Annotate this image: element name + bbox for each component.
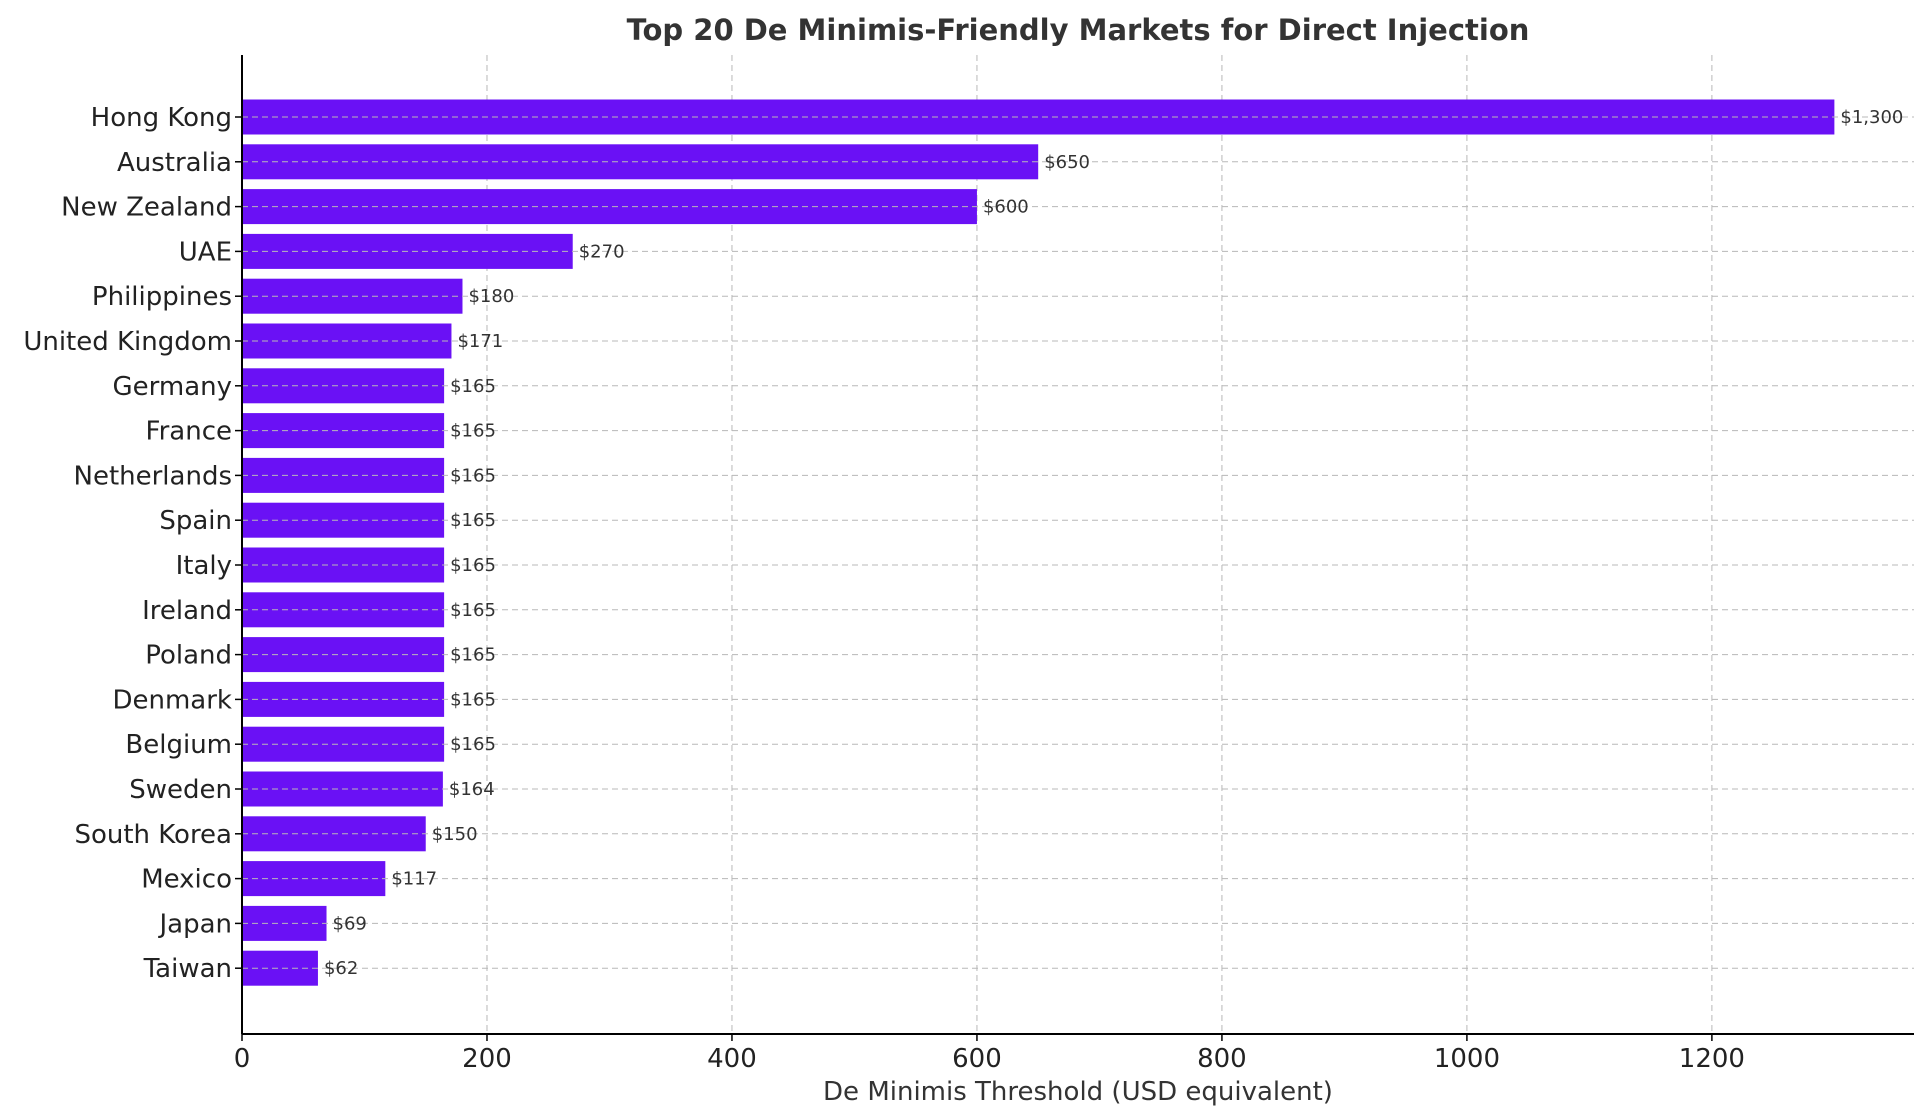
x-axis-ticks: 0 200 400 600 800 1000 1200 (234, 1034, 1745, 1074)
x-tick-label: 1000 (1434, 1044, 1500, 1074)
data-label: $117 (391, 869, 437, 890)
chart-title: Top 20 De Minimis-Friendly Markets for D… (627, 13, 1530, 47)
data-label: $1,300 (1840, 107, 1903, 128)
y-tick-label: UAE (179, 237, 232, 267)
data-label: $171 (457, 331, 503, 352)
data-label: $164 (449, 779, 495, 800)
data-label: $62 (324, 958, 358, 979)
bars (242, 99, 1835, 986)
x-tick-label: 800 (1197, 1044, 1247, 1074)
y-tick-label: Taiwan (143, 954, 232, 984)
y-tick-label: Belgium (125, 730, 232, 760)
data-label: $165 (450, 421, 496, 442)
data-label: $165 (450, 376, 496, 397)
y-tick-label: Spain (159, 506, 232, 536)
y-tick-label: Italy (176, 551, 232, 581)
bar-labels: $1,300 $650 $600 $270 $180 $171 $165 $165 $165 $1… (242, 107, 1914, 979)
y-tick-label: Germany (112, 372, 232, 402)
y-tick-label: Ireland (142, 596, 232, 626)
data-label: $165 (450, 510, 496, 531)
y-tick-label: Mexico (141, 865, 232, 895)
data-label: $180 (468, 286, 514, 307)
x-tick-label: 400 (707, 1044, 757, 1074)
y-axis-ticks: Hong Kong Australia New Zealand UAE Philippi… (23, 103, 242, 984)
data-label: $165 (450, 600, 496, 621)
y-tick-label: Hong Kong (91, 103, 232, 133)
data-label: $165 (450, 689, 496, 710)
x-tick-label: 1200 (1679, 1044, 1745, 1074)
data-label: $600 (983, 197, 1029, 218)
x-tick-label: 0 (234, 1044, 251, 1074)
y-tick-label: Poland (145, 641, 232, 671)
x-axis-label: De Minimis Threshold (USD equivalent) (823, 1077, 1333, 1107)
y-tick-label: South Korea (74, 820, 232, 850)
y-tick-label: Sweden (129, 775, 232, 805)
data-label: $150 (432, 824, 478, 845)
y-tick-label: Japan (157, 909, 232, 939)
data-label: $270 (579, 241, 625, 262)
data-label: $165 (450, 734, 496, 755)
y-tick-label: France (146, 417, 232, 447)
y-tick-label: Australia (117, 148, 232, 178)
y-tick-label: Philippines (92, 282, 232, 312)
x-tick-label: 600 (952, 1044, 1002, 1074)
y-tick-label: Denmark (112, 685, 232, 715)
bar (242, 144, 1039, 180)
x-tick-label: 200 (462, 1044, 512, 1074)
y-tick-label: New Zealand (61, 193, 232, 223)
data-label: $165 (450, 465, 496, 486)
data-label: $165 (450, 555, 496, 576)
data-label: $165 (450, 645, 496, 666)
data-label: $69 (333, 913, 367, 934)
y-tick-label: United Kingdom (23, 327, 232, 357)
y-tick-label: Netherlands (74, 461, 233, 491)
data-label: $650 (1044, 152, 1090, 173)
